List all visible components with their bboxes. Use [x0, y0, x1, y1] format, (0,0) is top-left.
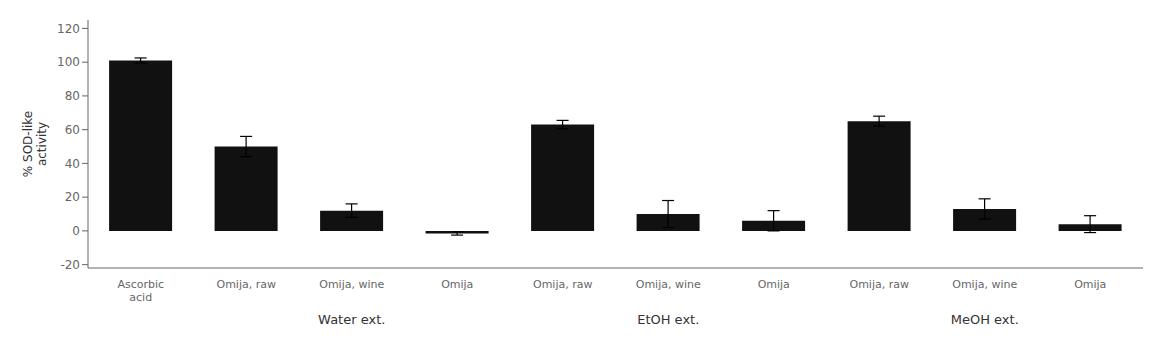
- svg-text:40: 40: [65, 157, 80, 171]
- svg-text:60: 60: [65, 123, 80, 137]
- svg-text:EtOH ext.: EtOH ext.: [637, 312, 699, 327]
- html-text:% SOD-like activity: % SOD-like activity: [21, 110, 49, 178]
- svg-text:Ascorbicacid: Ascorbicacid: [117, 278, 164, 304]
- svg-text:80: 80: [65, 89, 80, 103]
- svg-text:Omija, raw: Omija, raw: [533, 278, 592, 291]
- svg-text:Omija: Omija: [1074, 278, 1106, 291]
- svg-text:0: 0: [72, 224, 80, 238]
- svg-text:-20: -20: [60, 258, 80, 272]
- svg-text:Omija, raw: Omija, raw: [850, 278, 909, 291]
- svg-text:120: 120: [57, 22, 80, 36]
- svg-text:Omija, wine: Omija, wine: [319, 278, 384, 291]
- svg-text:Water ext.: Water ext.: [318, 312, 385, 327]
- svg-text:Omija, wine: Omija, wine: [636, 278, 701, 291]
- svg-text:Omija: Omija: [441, 278, 473, 291]
- svg-text:Omija, wine: Omija, wine: [952, 278, 1017, 291]
- svg-text:100: 100: [57, 55, 80, 69]
- svg-text:Omija, raw: Omija, raw: [217, 278, 276, 291]
- svg-text:MeOH ext.: MeOH ext.: [951, 312, 1019, 327]
- svg-text:Omija: Omija: [758, 278, 790, 291]
- svg-text:20: 20: [65, 190, 80, 204]
